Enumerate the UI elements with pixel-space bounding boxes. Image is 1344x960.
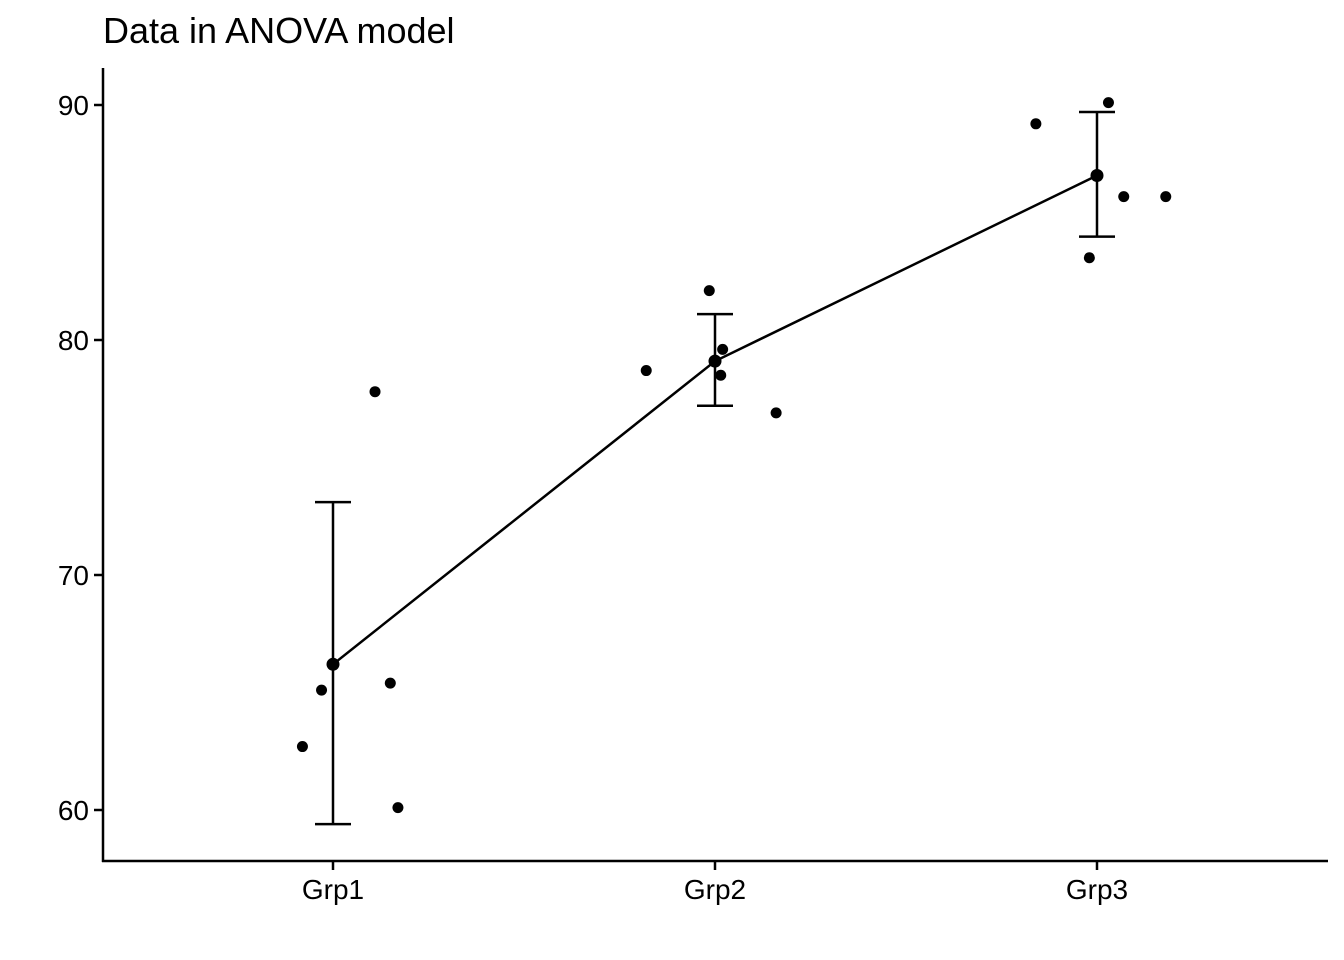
data-point (1102, 97, 1114, 109)
mean-point (1090, 169, 1104, 182)
data-point (703, 285, 715, 297)
data-point (1118, 191, 1130, 203)
data-point (296, 741, 308, 753)
data-point (1160, 191, 1172, 203)
x-tick-label: Grp3 (1066, 874, 1128, 905)
data-point (640, 365, 652, 377)
y-tick-label: 60 (58, 795, 89, 826)
data-points (296, 97, 1172, 814)
y-tick-label: 90 (58, 90, 89, 121)
y-tick-label: 80 (58, 325, 89, 356)
data-point (316, 684, 328, 696)
y-tick-label: 70 (58, 560, 89, 591)
mean-points (326, 169, 1104, 671)
mean-point (326, 657, 340, 671)
data-point (1083, 252, 1095, 264)
mean-line (332, 174, 1098, 666)
data-point (392, 802, 404, 814)
data-point (369, 386, 381, 398)
data-point (715, 369, 727, 381)
chart-title: Data in ANOVA model (103, 10, 455, 51)
data-point (717, 343, 729, 355)
mean-point (708, 354, 722, 368)
axes: 60 70 80 90 Grp1 Grp2 Grp3 (58, 68, 1328, 905)
error-bars (315, 110, 1115, 826)
data-point (770, 407, 782, 419)
x-tick-label: Grp2 (684, 874, 746, 905)
mean-line-group (332, 174, 1098, 666)
x-tick-label: Grp1 (302, 874, 364, 905)
data-point (384, 677, 396, 689)
data-point (1030, 118, 1042, 130)
